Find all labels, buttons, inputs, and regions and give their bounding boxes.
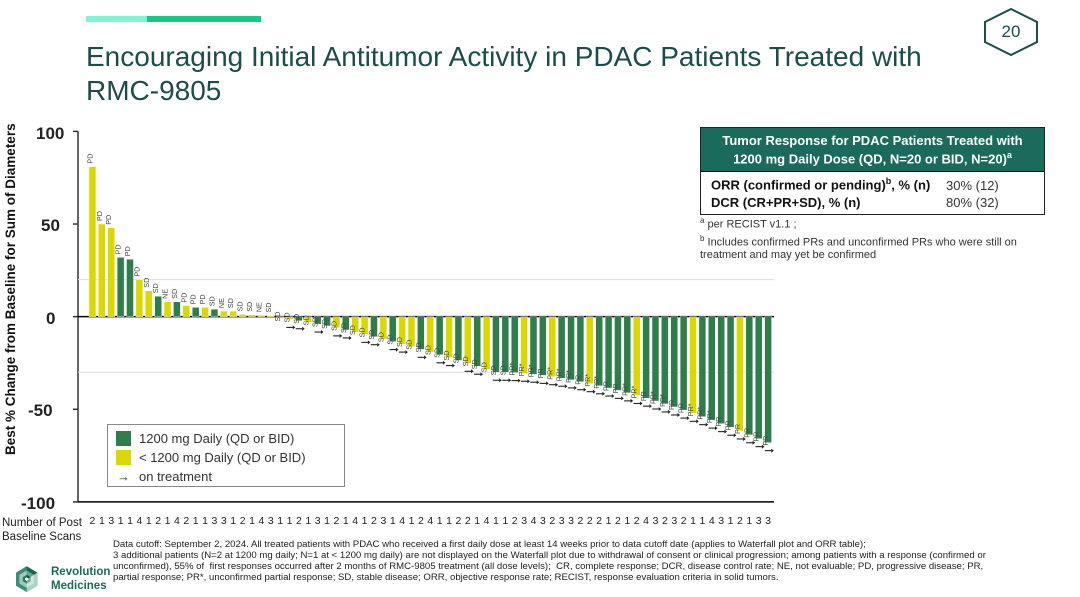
svg-text:3: 3 [540,515,546,527]
svg-text:2: 2 [155,515,161,527]
svg-text:1: 1 [165,515,171,527]
svg-text:2: 2 [418,515,424,527]
svg-text:3: 3 [718,515,724,527]
svg-text:1: 1 [99,515,105,527]
svg-text:1: 1 [249,515,255,527]
svg-text:2: 2 [681,515,687,527]
svg-text:1: 1 [409,515,415,527]
svg-text:2: 2 [371,515,377,527]
svg-text:1: 1 [277,515,283,527]
svg-text:1: 1 [146,515,152,527]
svg-text:1: 1 [362,515,368,527]
svg-text:3: 3 [315,515,321,527]
svg-text:1: 1 [390,515,396,527]
svg-text:2: 2 [456,515,462,527]
svg-text:4: 4 [709,515,715,527]
svg-text:1: 1 [502,515,508,527]
svg-text:3: 3 [521,515,527,527]
svg-text:1: 1 [202,515,208,527]
svg-text:2: 2 [549,515,555,527]
svg-text:2: 2 [90,515,96,527]
svg-text:4: 4 [136,515,142,527]
svg-text:2: 2 [587,515,593,527]
svg-text:3: 3 [212,515,218,527]
svg-text:2: 2 [662,515,668,527]
svg-text:4: 4 [484,515,490,527]
svg-text:2: 2 [296,515,302,527]
svg-text:1: 1 [728,515,734,527]
svg-text:1: 1 [493,515,499,527]
svg-text:3: 3 [268,515,274,527]
svg-text:3: 3 [765,515,771,527]
svg-text:1: 1 [474,515,480,527]
svg-text:2: 2 [465,515,471,527]
svg-text:3: 3 [756,515,762,527]
svg-text:1: 1 [127,515,133,527]
svg-text:3: 3 [671,515,677,527]
svg-text:2: 2 [577,515,583,527]
svg-text:1: 1 [699,515,705,527]
svg-text:1: 1 [690,515,696,527]
svg-text:3: 3 [559,515,565,527]
svg-text:1: 1 [287,515,293,527]
svg-text:4: 4 [258,515,264,527]
svg-text:1: 1 [324,515,330,527]
svg-text:2: 2 [334,515,340,527]
svg-text:2: 2 [737,515,743,527]
svg-text:2: 2 [596,515,602,527]
svg-text:2: 2 [615,515,621,527]
svg-text:2: 2 [634,515,640,527]
svg-text:1: 1 [305,515,311,527]
svg-text:4: 4 [643,515,649,527]
svg-text:1: 1 [437,515,443,527]
svg-text:1: 1 [606,515,612,527]
svg-text:4: 4 [399,515,405,527]
svg-text:2: 2 [183,515,189,527]
svg-text:3: 3 [380,515,386,527]
svg-text:3: 3 [108,515,114,527]
svg-text:3: 3 [568,515,574,527]
svg-text:3: 3 [221,515,227,527]
svg-text:1: 1 [343,515,349,527]
svg-text:1: 1 [624,515,630,527]
svg-text:4: 4 [427,515,433,527]
svg-text:1: 1 [446,515,452,527]
svg-text:3: 3 [653,515,659,527]
svg-text:1: 1 [746,515,752,527]
svg-text:2: 2 [240,515,246,527]
svg-text:4: 4 [352,515,358,527]
svg-text:1: 1 [193,515,199,527]
svg-text:4: 4 [174,515,180,527]
svg-text:2: 2 [512,515,518,527]
svg-text:1: 1 [230,515,236,527]
svg-text:4: 4 [531,515,537,527]
svg-text:1: 1 [118,515,124,527]
